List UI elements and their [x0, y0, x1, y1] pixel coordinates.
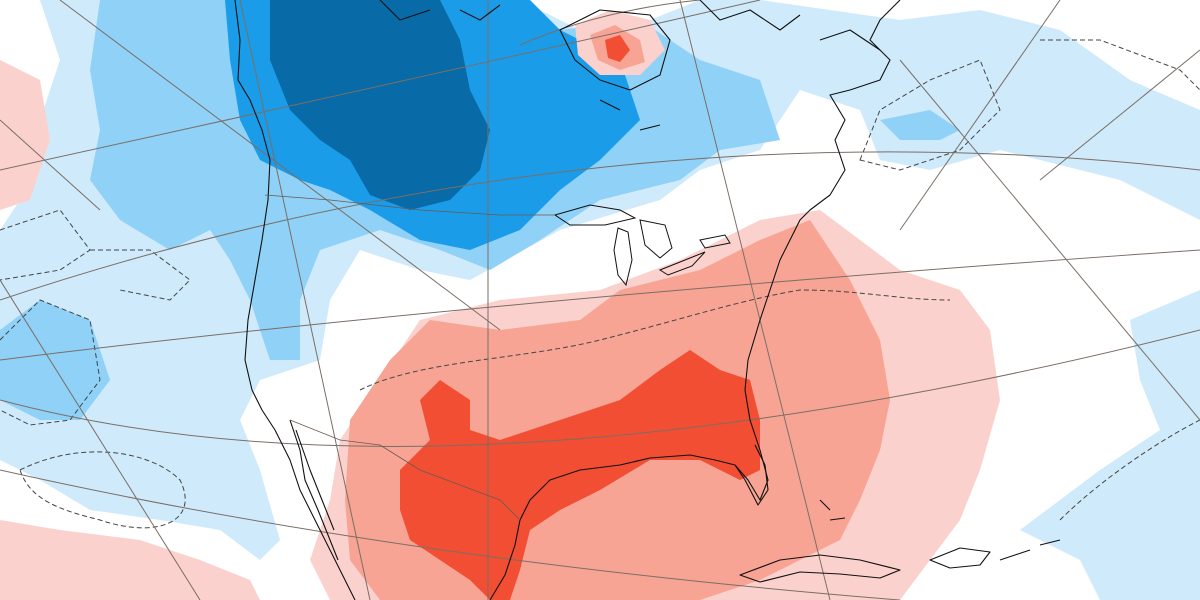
arctic-islands — [379, 0, 881, 131]
longitude-line — [899, 59, 1200, 421]
hispaniola — [929, 547, 991, 569]
cold-anomaly-medium-west-ocean — [0, 300, 110, 420]
us-canada-border — [264, 194, 555, 216]
contour-line — [359, 289, 951, 391]
coastline-layer — [234, 0, 1061, 600]
warm-anomaly-strong-hudson — [605, 35, 630, 62]
latitude-line — [0, 151, 1200, 301]
hudson-bay — [559, 9, 671, 91]
longitude-line — [1039, 49, 1200, 181]
longitude-line — [239, 0, 371, 600]
contour-line — [859, 59, 1001, 171]
cold-anomaly-light-east-atlantic — [1020, 290, 1200, 600]
us-mexico-border — [289, 419, 521, 521]
contour-line — [19, 451, 186, 529]
longitude-line — [59, 0, 501, 331]
latitude-line — [0, 0, 761, 171]
longitude-line — [899, 0, 1061, 231]
longitude-line — [0, 279, 201, 600]
latitude-line — [0, 249, 1200, 361]
florida-coastline — [734, 444, 769, 506]
lake-ontario — [699, 234, 731, 249]
contour-line — [0, 299, 101, 426]
gulf-coastline — [489, 419, 769, 600]
longitude-line — [679, 0, 831, 600]
cold-anomaly-core — [270, 0, 490, 210]
latitude-line — [519, 0, 701, 46]
contour-line — [90, 249, 191, 301]
lake-erie — [658, 251, 706, 276]
cold-anomaly-atlantic-patch — [880, 110, 960, 140]
warm-anomaly-strong — [400, 350, 760, 600]
warm-anomaly-light-west-edge — [0, 60, 50, 210]
lake-michigan — [613, 227, 633, 287]
warm-anomaly-light-southwest — [0, 520, 260, 600]
contour-line — [0, 209, 91, 281]
caribbean-islands — [819, 499, 1061, 561]
contour-line — [1059, 419, 1200, 521]
longitude-line — [0, 119, 101, 211]
lake-huron — [639, 219, 673, 259]
latitude-line — [0, 469, 901, 600]
atlantic-coastline — [744, 0, 901, 421]
contour-layer — [0, 39, 1200, 529]
lake-superior — [553, 204, 637, 226]
pacific-coastline — [234, 0, 356, 600]
baja-coastline — [289, 419, 339, 561]
latitude-line — [0, 329, 1200, 447]
cuba — [739, 554, 901, 583]
